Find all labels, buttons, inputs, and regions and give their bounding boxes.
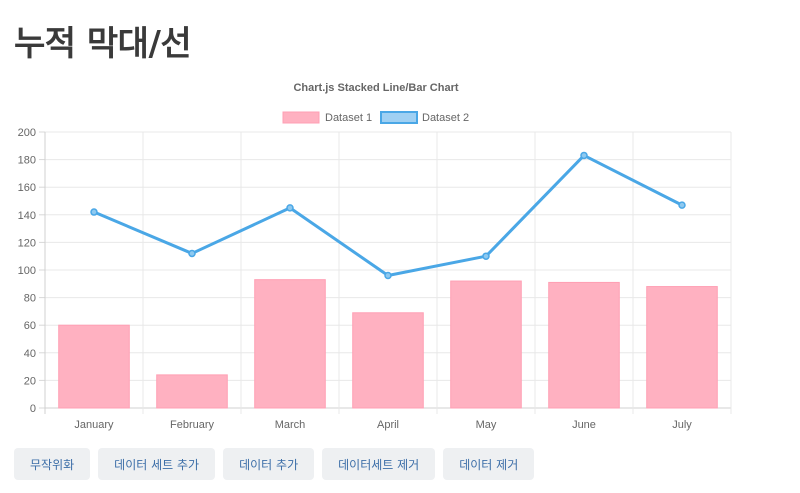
y-tick-label: 0 [30,403,36,415]
y-tick-label: 200 [18,127,36,139]
page-title: 누적 막대/선 [14,24,192,64]
bar[interactable] [156,374,228,409]
y-tick-label: 160 [18,182,36,194]
bar-series [58,279,718,409]
bar[interactable] [646,286,718,409]
chart: Chart.js Stacked Line/Bar Chart Dataset … [18,82,732,431]
x-tick-label: January [74,419,114,431]
legend-label-dataset-2[interactable]: Dataset 2 [422,112,469,124]
y-tick-label: 20 [24,375,36,387]
y-tick-label: 80 [24,293,36,305]
y-tick-label: 180 [18,155,36,167]
line-series [90,151,686,280]
legend-swatch-dataset-1[interactable] [282,111,320,124]
bar[interactable] [58,324,130,409]
bar[interactable] [450,280,522,409]
line-point[interactable] [678,201,686,209]
y-tick-label: 60 [24,320,36,332]
bar[interactable] [352,312,424,409]
axis-ticks: 0 20 40 60 80 100 120 140 160 180 200 January Februa… [18,127,693,431]
add-data-button[interactable]: 데이터 추가 [223,448,315,480]
randomize-button[interactable]: 무작위화 [14,448,91,480]
x-tick-label: May [476,419,497,431]
add-dataset-button[interactable]: 데이터 세트 추가 [98,448,216,480]
line-point[interactable] [188,249,196,258]
chart-title: Chart.js Stacked Line/Bar Chart [293,82,458,94]
x-tick-label: July [672,419,692,431]
line-point[interactable] [90,208,98,216]
series-line [93,153,683,278]
y-tick-label: 40 [24,348,36,360]
x-tick-label: April [377,419,399,431]
line-point[interactable] [482,252,490,260]
line-point[interactable] [384,271,392,280]
legend-label-dataset-1[interactable]: Dataset 1 [325,112,372,124]
y-tick-label: 140 [18,210,36,222]
remove-data-button[interactable]: 데이터 제거 [443,448,535,480]
legend-swatch-dataset-2[interactable] [380,111,418,124]
x-tick-label: March [275,419,306,431]
x-tick-label: February [170,419,215,431]
bar[interactable] [548,281,620,409]
y-tick-label: 120 [18,237,36,249]
y-tick-label: 100 [18,265,36,277]
chart-legend[interactable]: Dataset 1 Dataset 2 [282,111,469,124]
button-row: 무작위화 데이터 세트 추가 데이터 추가 데이터세트 제거 데이터 제거 [14,448,535,480]
line-point[interactable] [580,151,588,160]
line-point[interactable] [286,204,294,212]
x-tick-label: June [572,419,596,431]
remove-dataset-button[interactable]: 데이터세트 제거 [322,448,436,480]
bar[interactable] [254,279,326,409]
